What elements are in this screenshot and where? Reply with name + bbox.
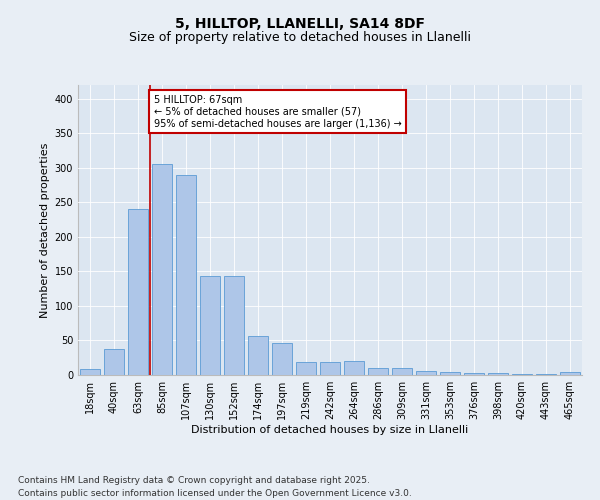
Bar [440,372,460,375]
Bar [320,362,340,375]
Bar [248,336,268,375]
Bar [152,164,172,375]
Bar [176,175,196,375]
Bar [368,368,388,375]
Bar [512,374,532,375]
Bar [536,374,556,375]
Text: 5 HILLTOP: 67sqm
← 5% of detached houses are smaller (57)
95% of semi-detached h: 5 HILLTOP: 67sqm ← 5% of detached houses… [154,96,401,128]
Bar [392,368,412,375]
Bar [200,276,220,375]
Text: 5, HILLTOP, LLANELLI, SA14 8DF: 5, HILLTOP, LLANELLI, SA14 8DF [175,18,425,32]
Bar [296,362,316,375]
Text: Size of property relative to detached houses in Llanelli: Size of property relative to detached ho… [129,31,471,44]
Bar [104,349,124,375]
Bar [224,276,244,375]
Bar [560,372,580,375]
Bar [344,361,364,375]
Bar [416,371,436,375]
Bar [464,373,484,375]
Bar [488,373,508,375]
Bar [272,343,292,375]
Bar [80,370,100,375]
Text: Contains HM Land Registry data © Crown copyright and database right 2025.
Contai: Contains HM Land Registry data © Crown c… [18,476,412,498]
Y-axis label: Number of detached properties: Number of detached properties [40,142,50,318]
X-axis label: Distribution of detached houses by size in Llanelli: Distribution of detached houses by size … [191,425,469,435]
Bar [128,210,148,375]
